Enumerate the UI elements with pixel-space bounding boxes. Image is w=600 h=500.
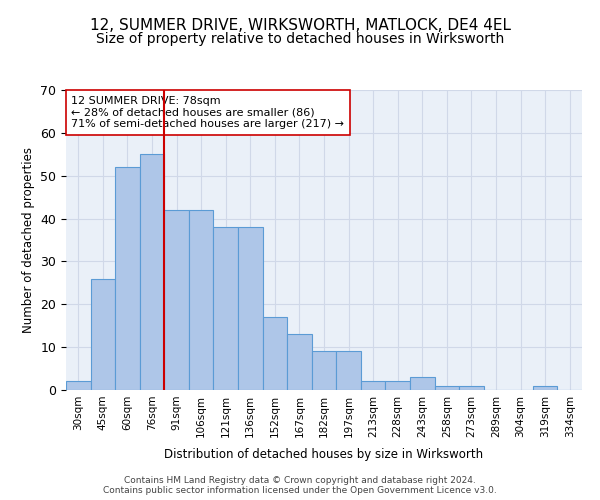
Bar	[140, 154, 164, 390]
Bar	[336, 352, 361, 390]
X-axis label: Distribution of detached houses by size in Wirksworth: Distribution of detached houses by size …	[164, 448, 484, 461]
Bar	[189, 210, 214, 390]
Bar	[385, 382, 410, 390]
Bar	[434, 386, 459, 390]
Bar	[459, 386, 484, 390]
Bar	[361, 382, 385, 390]
Bar	[164, 210, 189, 390]
Text: 12, SUMMER DRIVE, WIRKSWORTH, MATLOCK, DE4 4EL: 12, SUMMER DRIVE, WIRKSWORTH, MATLOCK, D…	[89, 18, 511, 32]
Bar	[287, 334, 312, 390]
Bar	[410, 377, 434, 390]
Bar	[214, 227, 238, 390]
Text: Size of property relative to detached houses in Wirksworth: Size of property relative to detached ho…	[96, 32, 504, 46]
Bar	[533, 386, 557, 390]
Bar	[66, 382, 91, 390]
Bar	[91, 278, 115, 390]
Y-axis label: Number of detached properties: Number of detached properties	[22, 147, 35, 333]
Bar	[312, 352, 336, 390]
Bar	[115, 167, 140, 390]
Text: 12 SUMMER DRIVE: 78sqm
← 28% of detached houses are smaller (86)
71% of semi-det: 12 SUMMER DRIVE: 78sqm ← 28% of detached…	[71, 96, 344, 129]
Bar	[263, 317, 287, 390]
Bar	[238, 227, 263, 390]
Text: Contains HM Land Registry data © Crown copyright and database right 2024.
Contai: Contains HM Land Registry data © Crown c…	[103, 476, 497, 495]
